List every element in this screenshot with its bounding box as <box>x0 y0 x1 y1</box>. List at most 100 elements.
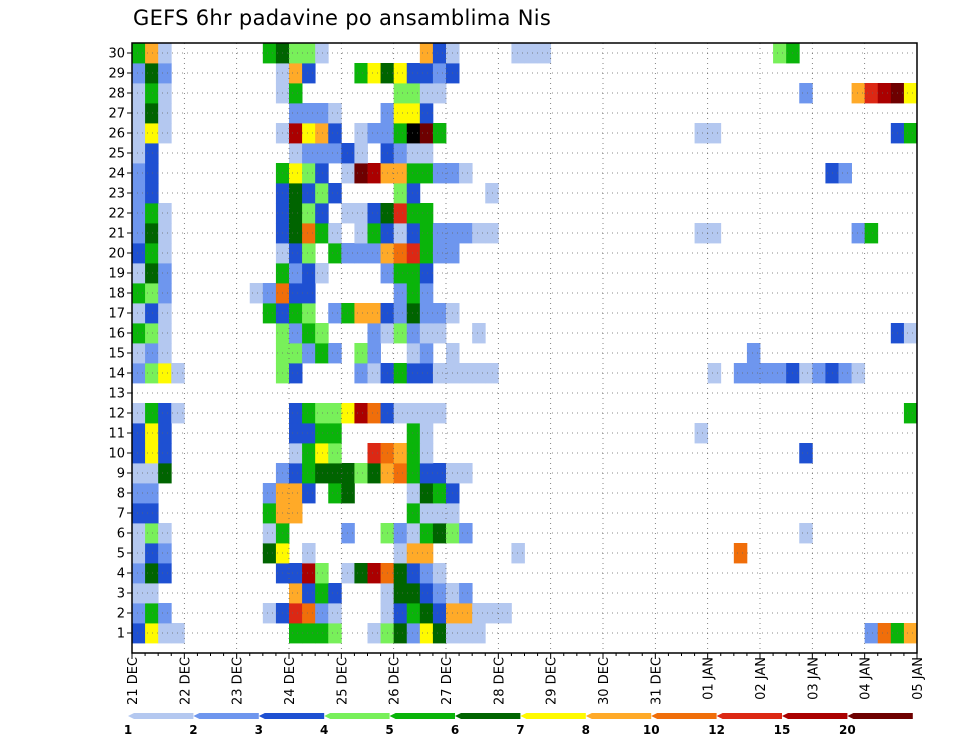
heatmap-cell <box>419 423 434 444</box>
heatmap-cell <box>328 623 342 644</box>
heatmap-cell <box>289 263 303 284</box>
heatmap-cell <box>406 103 421 124</box>
heatmap-cell <box>393 143 408 164</box>
y-tick-label: 29 <box>108 67 125 82</box>
heatmap-cell <box>472 223 486 244</box>
heatmap-cell <box>406 243 421 264</box>
heatmap-cell <box>393 323 408 344</box>
heatmap-cell <box>145 403 159 424</box>
heatmap-cell <box>432 583 447 604</box>
heatmap-cell <box>328 123 342 144</box>
heatmap-cell <box>132 583 146 604</box>
heatmap-cell <box>289 583 303 604</box>
x-tick-label: 29 DEC <box>545 657 560 705</box>
heatmap-cell <box>773 363 787 384</box>
heatmap-cell <box>132 543 146 564</box>
heatmap-cell <box>289 143 303 164</box>
heatmap-cell <box>289 443 303 464</box>
y-tick-label: 14 <box>108 367 125 382</box>
heatmap-cell <box>145 63 159 84</box>
x-tick-label: 05 JAN <box>911 657 926 700</box>
legend-swatch <box>585 713 652 719</box>
heatmap-cell <box>432 323 447 344</box>
heatmap-cell <box>158 623 172 644</box>
x-axis: 21 DEC 22 DEC 23 DEC 24 DEC 25 DEC 26 DEC 27 D… <box>126 653 926 705</box>
x-tick-label: 22 DEC <box>178 657 193 705</box>
heatmap-cell <box>472 603 486 624</box>
y-tick-label: 23 <box>108 187 125 202</box>
heatmap-cell <box>302 143 316 164</box>
y-tick-label: 11 <box>108 427 125 442</box>
heatmap-cell <box>367 403 381 424</box>
heatmap-cell <box>158 363 172 384</box>
heatmap-cell <box>132 443 146 464</box>
heatmap-cell <box>851 363 866 384</box>
heatmap-cell <box>145 303 159 324</box>
heatmap-cell <box>341 243 355 264</box>
legend-swatch <box>651 713 717 719</box>
heatmap-cell <box>354 563 368 584</box>
heatmap-cell <box>432 63 447 84</box>
heatmap-cell <box>406 483 421 504</box>
heatmap-cell <box>459 223 473 244</box>
y-tick-label: 10 <box>108 447 125 462</box>
y-tick-label: 7 <box>117 507 125 522</box>
heatmap-cell <box>406 123 421 144</box>
heatmap-cell <box>485 183 499 204</box>
heatmap-cell <box>315 203 329 224</box>
heatmap-cell <box>158 463 172 484</box>
heatmap-cell <box>537 43 552 64</box>
heatmap-cell <box>341 463 355 484</box>
heatmap-cell <box>145 503 159 524</box>
heatmap-cell <box>262 303 277 324</box>
heatmap-cell <box>393 543 408 564</box>
heatmap-cell <box>315 343 329 364</box>
heatmap-cell <box>406 263 421 284</box>
heatmap-cell <box>694 423 709 444</box>
heatmap-cell <box>315 123 329 144</box>
heatmap-cell <box>406 403 421 424</box>
heatmap-cell <box>485 223 499 244</box>
heatmap-cell <box>419 103 434 124</box>
heatmap-cell <box>289 563 303 584</box>
heatmap-cell <box>341 483 355 504</box>
heatmap-cell <box>733 543 748 564</box>
y-tick-label: 15 <box>108 347 125 362</box>
heatmap-cell <box>315 583 329 604</box>
heatmap-cell <box>746 363 761 384</box>
heatmap-cell <box>289 403 303 424</box>
heatmap-cell <box>432 403 447 424</box>
heatmap-cell <box>132 403 146 424</box>
heatmap-cell <box>393 563 408 584</box>
heatmap-cell <box>864 623 879 644</box>
heatmap-cell <box>315 423 329 444</box>
heatmap-cell <box>302 623 316 644</box>
heatmap-cell <box>132 363 146 384</box>
legend-label: 10 <box>643 723 660 737</box>
heatmap-cell <box>302 583 316 604</box>
heatmap-cell <box>132 163 146 184</box>
heatmap-cell <box>432 523 447 544</box>
heatmap-cell <box>419 443 434 464</box>
heatmap-cell <box>145 243 159 264</box>
heatmap-cell <box>459 523 473 544</box>
y-tick-label: 18 <box>108 287 125 302</box>
color-legend: 1 2 3 4 5 6 7 8 10 12 15 20 <box>124 713 913 737</box>
heatmap-cell <box>328 583 342 604</box>
y-tick-label: 12 <box>108 407 125 422</box>
heatmap-cell <box>406 503 421 524</box>
heatmap-cell <box>393 203 408 224</box>
heatmap-cell <box>459 463 473 484</box>
heatmap-cell <box>773 43 787 64</box>
heatmap-cell <box>419 583 434 604</box>
heatmap-cell <box>302 243 316 264</box>
heatmap-cell <box>315 223 329 244</box>
heatmap-cell <box>432 83 447 104</box>
heatmap-cell <box>694 123 709 144</box>
heatmap-cell <box>145 323 159 344</box>
heatmap-cell <box>145 523 159 544</box>
x-tick-label: 21 DEC <box>126 657 141 705</box>
heatmap-cell <box>158 83 172 104</box>
legend-swatch <box>455 713 521 719</box>
heatmap-cell <box>145 123 159 144</box>
